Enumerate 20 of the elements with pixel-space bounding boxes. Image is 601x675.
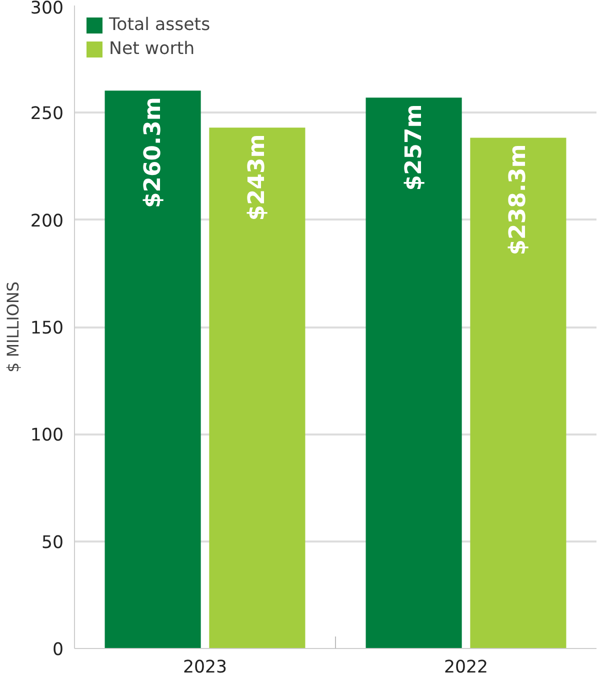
- y-tick-label: 100: [30, 426, 64, 446]
- data-label: $238.3m: [505, 144, 532, 256]
- x-tick-label: 2022: [444, 658, 488, 675]
- data-label: $243m: [244, 134, 270, 221]
- bar: [366, 98, 462, 648]
- y-tick-label: 300: [30, 0, 64, 18]
- y-axis-title: $ MILLIONS: [3, 281, 22, 373]
- bar: [470, 138, 566, 648]
- x-tick-label: 2023: [182, 658, 228, 675]
- data-label: $260.3m: [140, 97, 166, 208]
- y-tick-label: 0: [52, 640, 64, 660]
- bar: [209, 128, 306, 648]
- y-tick-label: 200: [30, 211, 64, 232]
- bar: [104, 90, 201, 648]
- legend-label: Total assets: [109, 15, 210, 35]
- legend-label: Net worth: [109, 39, 195, 59]
- y-tick-label: 50: [41, 532, 64, 553]
- y-tick-label: 250: [30, 104, 64, 124]
- data-label: $257m: [400, 104, 427, 191]
- y-tick-label: 150: [30, 318, 64, 338]
